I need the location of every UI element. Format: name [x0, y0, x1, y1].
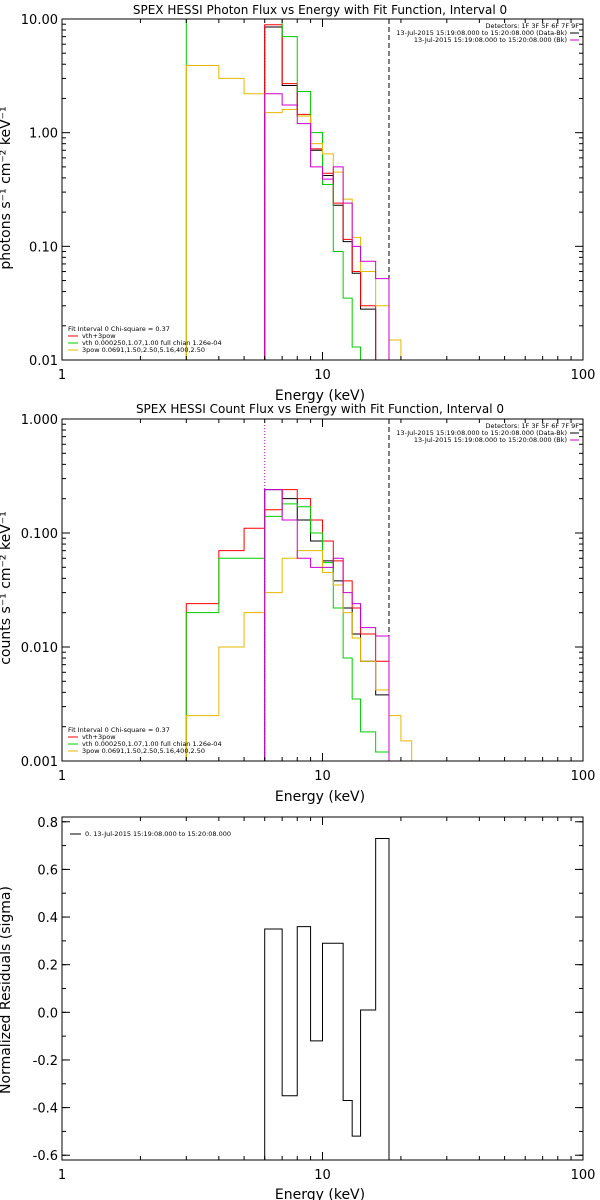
- legend-entry: vth 0.000250,1.07,1.00 full chian 1.26e-…: [82, 339, 222, 347]
- y-axis-label: photons s⁻¹ cm⁻² keV⁻¹: [0, 106, 14, 269]
- plot-area: [264, 837, 390, 1160]
- plot-area: [185, 419, 413, 761]
- x-axis-label: Energy (keV): [275, 1187, 365, 1200]
- x-tick-label: 100: [571, 368, 596, 383]
- y-tick-label: 10.00: [21, 13, 58, 28]
- legend-entry: 0. 13-Jul-2015 15:19:08.000 to 15:20:08.…: [85, 830, 231, 838]
- y-tick-label: 0.01: [29, 354, 58, 369]
- y-tick-label: 0.4: [37, 911, 58, 926]
- series-line: [185, 64, 402, 360]
- legend-entry: vth 0.000250,1.07,1.00 full chian 1.26e-…: [82, 740, 222, 748]
- y-tick-label: 0.100: [21, 527, 58, 542]
- legend-entry: 13-Jul-2015 15:19:08.000 to 15:20:08.000…: [396, 429, 567, 437]
- x-axis-label: Energy (keV): [275, 388, 365, 404]
- y-tick-label: 0.0: [37, 1006, 58, 1021]
- legend-entry: Fit Interval 0 Chi-square = 0.37: [68, 325, 170, 333]
- legend-entry: Detectors: 1F 3F 5F 6F 7F 9F: [485, 422, 579, 430]
- photon-flux-panel: SPEX HESSI Photon Flux vs Energy with Fi…: [0, 3, 596, 404]
- x-tick-label: 1: [58, 368, 66, 383]
- legend-entry: Fit Interval 0 Chi-square = 0.37: [68, 726, 170, 734]
- series-line: [185, 550, 413, 761]
- y-tick-label: 1.000: [21, 413, 58, 428]
- series-line: [264, 837, 390, 1160]
- residuals-panel: Energy (keV) Normalized Residuals (sigma…: [0, 816, 595, 1200]
- x-tick-label: 100: [571, 1168, 596, 1183]
- plot-frame: [61, 18, 584, 361]
- y-tick-label: 0.010: [21, 641, 58, 656]
- series-line: [264, 26, 377, 360]
- y-tick-label: 0.6: [37, 863, 58, 878]
- x-tick-label: 1: [58, 1168, 66, 1183]
- legend-entry: 13-Jul-2015 15:19:08.000 to 15:20:08.000…: [414, 36, 567, 44]
- legend-entry: vth+3pow: [82, 733, 116, 741]
- x-tick-label: 100: [571, 769, 596, 784]
- x-tick-label: 10: [314, 368, 331, 383]
- x-axis-label: Energy (keV): [275, 789, 365, 805]
- y-tick-label: 1.00: [29, 127, 58, 142]
- y-tick-label: -0.6: [33, 1149, 58, 1164]
- panel-title: SPEX HESSI Photon Flux vs Energy with Fi…: [133, 3, 507, 17]
- y-tick-label: -0.2: [33, 1054, 58, 1069]
- plot-frame: [61, 418, 584, 762]
- y-tick-label: 0.2: [37, 959, 58, 974]
- x-tick-label: 1: [58, 769, 66, 784]
- count-flux-panel: SPEX HESSI Count Flux vs Energy with Fit…: [0, 402, 595, 805]
- series-line: [264, 489, 390, 761]
- plot-area: [185, 19, 402, 360]
- y-tick-label: -0.4: [33, 1102, 58, 1117]
- y-axis-label: counts s⁻¹ cm⁻² keV⁻¹: [0, 511, 14, 665]
- panel-title: SPEX HESSI Count Flux vs Energy with Fit…: [136, 402, 504, 416]
- y-tick-label: 0.10: [29, 240, 58, 255]
- legend-entry: 13-Jul-2015 15:19:08.000 to 15:20:08.000…: [396, 29, 567, 37]
- y-tick-label: 0.8: [37, 816, 58, 831]
- series-line: [185, 489, 390, 761]
- legend-entry: 3pow 0.0691,1.50,2.50,5.16,400,2.50: [82, 747, 205, 755]
- x-tick-label: 10: [314, 769, 331, 784]
- legend-entry: Detectors: 1F 3F 5F 6F 7F 9F: [485, 22, 579, 30]
- x-tick-label: 10: [314, 1168, 331, 1183]
- series-line: [264, 24, 377, 360]
- series-line: [264, 93, 390, 360]
- y-tick-label: 0.001: [21, 755, 58, 770]
- series-line: [264, 489, 390, 761]
- series-line: [185, 503, 390, 761]
- legend-entry: 13-Jul-2015 15:19:08.000 to 15:20:08.000…: [414, 436, 567, 444]
- legend-entry: 3pow 0.0691,1.50,2.50,5.16,400,2.50: [82, 346, 205, 354]
- y-axis-label: Normalized Residuals (sigma): [0, 886, 14, 1094]
- legend-entry: vth+3pow: [82, 332, 116, 340]
- series-line: [185, 19, 362, 360]
